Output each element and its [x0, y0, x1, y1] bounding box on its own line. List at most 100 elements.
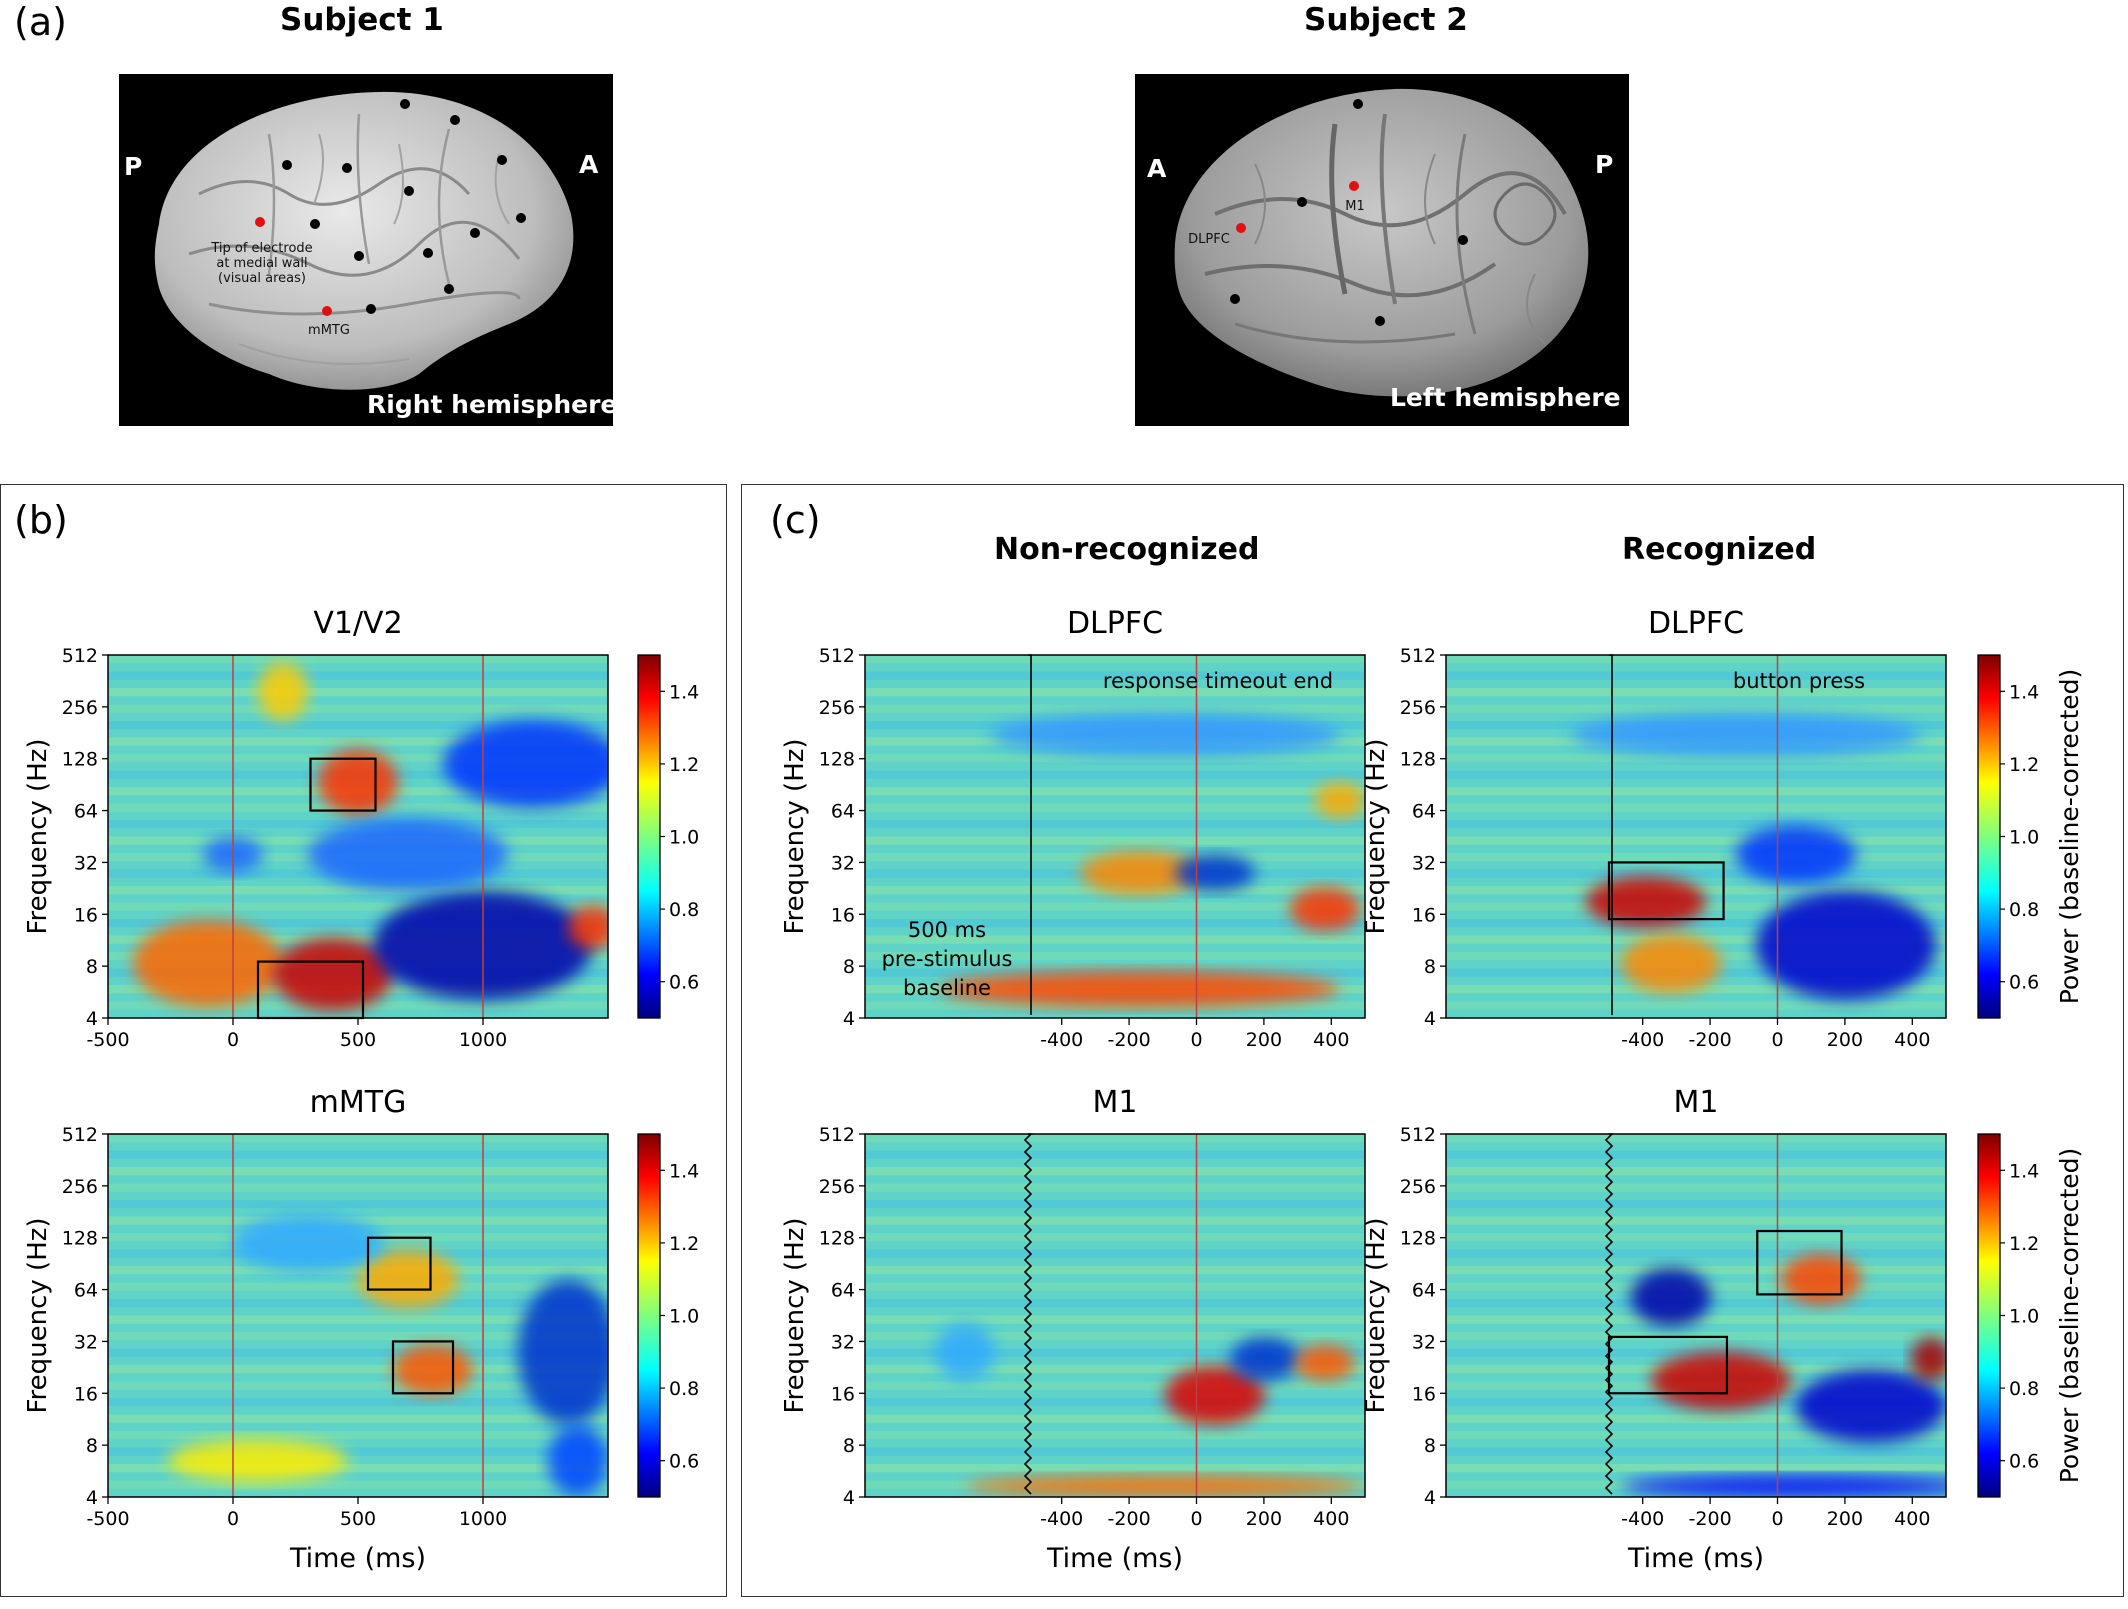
heatmap-stripe [1446, 754, 1946, 763]
heatmap-stripe [865, 704, 1365, 713]
heatmap-stripe [1446, 1447, 1946, 1456]
heatmap-stripe [1446, 1167, 1946, 1176]
heatmap-stripe [1446, 1233, 1946, 1242]
y-tick-label: 8 [1424, 956, 1436, 978]
plot-frame [1445, 654, 1947, 1019]
colorbar-tick-label: 0.8 [2009, 899, 2039, 921]
heatmap-stripe [108, 1282, 608, 1291]
x-tick-label: 0 [1190, 1029, 1202, 1051]
heatmap-stripe [108, 737, 608, 746]
heatmap-stripe [865, 1249, 1365, 1258]
y-tick-label: 8 [86, 1435, 98, 1457]
subject2-brain-image: A P DLPFC M1 Left hemisphere [1135, 74, 1629, 426]
subject2-dlpfc-label: DLPFC [1188, 232, 1230, 247]
y-tick-label: 64 [1412, 801, 1436, 823]
y-tick-label: 4 [843, 1008, 855, 1030]
x-tick-label: -200 [1689, 1029, 1732, 1051]
y-tick-label: 128 [1400, 749, 1436, 771]
colorbar-tick-label: 1.2 [669, 754, 699, 776]
heatmap-stripe [108, 1414, 608, 1423]
y-tick-label: 32 [831, 1331, 855, 1353]
heatmap-blob [1631, 1268, 1711, 1327]
tf-chart-0 [102, 654, 665, 1025]
panel-c-frame [741, 484, 2124, 1597]
heatmap-blob [990, 713, 1340, 757]
heatmap-blob [443, 720, 608, 808]
chart-title: V1/V2 [313, 606, 402, 641]
y-tick-label: 128 [62, 749, 98, 771]
heatmap-stripe [865, 952, 1365, 961]
heatmap-stripe [1446, 787, 1946, 796]
y-tick-label: 256 [1400, 697, 1436, 719]
x-tick-label: 0 [1771, 1029, 1783, 1051]
colorbar-tick-label: 1.4 [669, 1160, 699, 1182]
heatmap-texture [1446, 655, 1946, 1010]
x-tick-label: -200 [1689, 1508, 1732, 1530]
x-tick-label: -500 [86, 1029, 129, 1051]
x-axis-label: Time (ms) [1046, 1543, 1183, 1574]
y-tick-label: 512 [819, 645, 855, 667]
heatmap-stripe [1446, 671, 1946, 680]
heatmap-blob [965, 1475, 1365, 1497]
roi-box [391, 1340, 455, 1395]
event-annotation: button press [1733, 669, 1865, 693]
heatmap-blob [1796, 1369, 1946, 1443]
y-tick-label: 256 [1400, 1176, 1436, 1198]
roi-box [366, 1236, 432, 1291]
y-tick-label: 256 [819, 697, 855, 719]
colorbar-tick-label: 0.8 [2009, 1378, 2039, 1400]
heatmap-stripe [865, 1299, 1365, 1308]
subject1-left-direction: P [124, 152, 143, 181]
heatmap-stripe [108, 1381, 608, 1390]
heatmap-stripe [108, 1480, 608, 1489]
heatmap-blob [518, 1279, 608, 1425]
colorbar-tick-label: 1.0 [2009, 1306, 2039, 1328]
x-tick-label: 500 [340, 1508, 376, 1530]
x-tick-label: 1000 [459, 1508, 507, 1530]
x-tick-label: 400 [1894, 1508, 1930, 1530]
heatmap-texture [108, 1134, 608, 1497]
heatmap-blob [1756, 890, 1936, 1000]
y-tick-label: 128 [819, 749, 855, 771]
x-tick-label: 400 [1313, 1029, 1349, 1051]
heatmap-blob [1911, 1337, 1946, 1381]
y-tick-label: 4 [1424, 1487, 1436, 1509]
heatmap-blob [1621, 1475, 1946, 1497]
y-axis-label: Frequency (Hz) [780, 1217, 810, 1413]
chart-title: mMTG [310, 1085, 407, 1120]
heatmap-stripe [865, 836, 1365, 845]
heatmap-stripe [1446, 1249, 1946, 1258]
x-tick-label: 200 [1246, 1029, 1282, 1051]
x-tick-label: 200 [1827, 1508, 1863, 1530]
heatmap-stripe [1446, 770, 1946, 779]
y-tick-label: 512 [62, 1124, 98, 1146]
heatmap-stripe [108, 1348, 608, 1357]
y-axis-label: Frequency (Hz) [23, 1217, 53, 1413]
subject1-brain-drawing [154, 91, 574, 390]
heatmap-texture [865, 1134, 1365, 1497]
y-tick-label: 8 [86, 956, 98, 978]
heatmap-stripe [1446, 1266, 1946, 1275]
heatmap-stripe [108, 1332, 608, 1341]
heatmap-blob [940, 970, 1340, 1008]
colorbar-tick-label: 0.8 [669, 899, 699, 921]
heatmap-stripe [865, 1431, 1365, 1440]
x-tick-label: -200 [1108, 1508, 1151, 1530]
heatmap-stripe [1446, 1431, 1946, 1440]
heatmap-blob [1621, 934, 1721, 993]
heatmap-stripe [865, 671, 1365, 680]
x-tick-label: -500 [86, 1508, 129, 1530]
colorbar-tick-label: 0.6 [2009, 972, 2039, 994]
heatmap-stripe [865, 1150, 1365, 1159]
heatmap-blob [1651, 1351, 1791, 1410]
heatmap-stripe [108, 1431, 608, 1440]
y-tick-label: 4 [86, 1008, 98, 1030]
baseline-break-line [1023, 1133, 1033, 1495]
y-axis-label: Frequency (Hz) [23, 738, 53, 934]
x-tick-label: -400 [1621, 1508, 1664, 1530]
y-tick-label: 4 [1424, 1008, 1436, 1030]
tf-chart-5 [1440, 1133, 2005, 1504]
colorbar-tick-label: 1.4 [669, 681, 699, 703]
